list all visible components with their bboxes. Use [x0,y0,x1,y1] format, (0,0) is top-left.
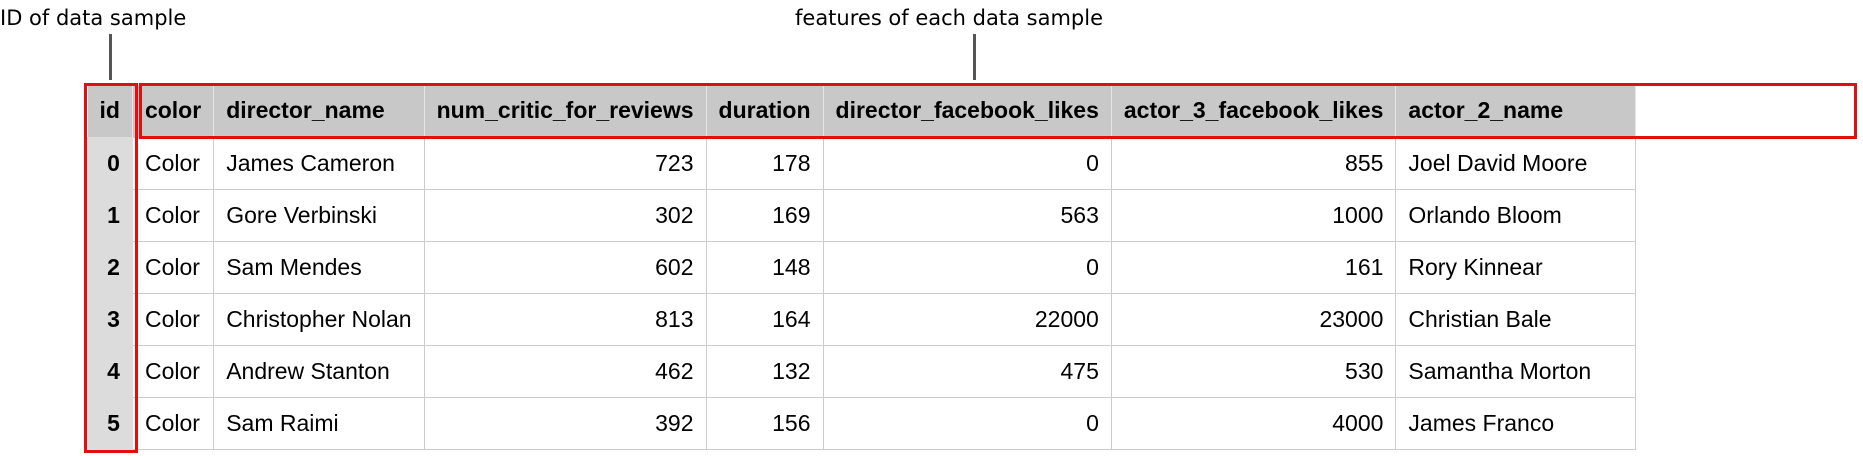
row-id-cell: 5 [87,396,133,450]
table-cell: Joel David Moore [1395,136,1637,190]
table-cell: 169 [705,188,824,242]
table-row: 4 Color Andrew Stanton 462 132 475 530 Samantha… [87,344,1637,398]
table-cell: 0 [822,240,1112,294]
row-id-cell: 2 [87,240,133,294]
table-cell: Color [131,292,215,346]
table-cell: Sam Mendes [213,240,425,294]
table-cell: 813 [423,292,707,346]
table-cell: 4000 [1110,396,1397,450]
table-cell: 563 [822,188,1112,242]
id-leader-line [109,34,112,80]
table-cell: Rory Kinnear [1395,240,1637,294]
table-cell: 530 [1110,344,1397,398]
table-cell: 0 [822,396,1112,450]
id-annotation-label: ID of data sample [0,6,187,30]
column-header: actor_2_name [1395,85,1637,137]
table-cell: James Cameron [213,136,425,190]
row-id-cell: 1 [87,188,133,242]
table-cell: 0 [822,136,1112,190]
column-header: duration [706,85,824,137]
table-cell: Color [131,240,215,294]
column-header: director_name [213,85,425,137]
column-header: director_facebook_likes [823,85,1112,137]
column-header: color [132,85,215,137]
table-cell: Samantha Morton [1395,344,1637,398]
table-cell: Color [131,188,215,242]
table-row: 3 Color Christopher Nolan 813 164 22000 23000 C… [87,292,1637,346]
table-cell: 475 [822,344,1112,398]
table-cell: Christian Bale [1395,292,1637,346]
table-row: 2 Color Sam Mendes 602 148 0 161 Rory Kinnear [87,240,1637,294]
table-cell: 462 [423,344,707,398]
header-row: id color director_name num_critic_for_revie… [87,85,1637,137]
row-id-cell: 0 [87,136,133,190]
table-cell: James Franco [1395,396,1637,450]
table-cell: Andrew Stanton [213,344,425,398]
table-cell: 156 [705,396,824,450]
table-cell: Sam Raimi [213,396,425,450]
table-cell: Gore Verbinski [213,188,425,242]
row-id-cell: 3 [87,292,133,346]
table-cell: 855 [1110,136,1397,190]
table-cell: 392 [423,396,707,450]
table-cell: 302 [423,188,707,242]
table-cell: Color [131,344,215,398]
features-annotation-label: features of each data sample [795,6,1103,30]
table-cell: 1000 [1110,188,1397,242]
table-cell: 164 [705,292,824,346]
row-id-cell: 4 [87,344,133,398]
table-cell: 148 [705,240,824,294]
column-header: actor_3_facebook_likes [1111,85,1397,137]
table-cell: Color [131,396,215,450]
table-cell: 132 [705,344,824,398]
table-cell: 161 [1110,240,1397,294]
table-cell: 23000 [1110,292,1397,346]
table-row: 5 Color Sam Raimi 392 156 0 4000 James Franco [87,396,1637,450]
data-table: id color director_name num_critic_for_revie… [87,85,1637,450]
table-cell: Orlando Bloom [1395,188,1637,242]
table-row: 0 Color James Cameron 723 178 0 855 Joel David … [87,136,1637,190]
features-leader-line [973,34,976,80]
table-cell: Christopher Nolan [213,292,425,346]
table-cell: 178 [705,136,824,190]
table-cell: Color [131,136,215,190]
column-header: id [87,85,133,137]
table-cell: 723 [423,136,707,190]
table-row: 1 Color Gore Verbinski 302 169 563 1000 Orlando… [87,188,1637,242]
table-cell: 602 [423,240,707,294]
column-header: num_critic_for_reviews [424,85,707,137]
table-cell: 22000 [822,292,1112,346]
